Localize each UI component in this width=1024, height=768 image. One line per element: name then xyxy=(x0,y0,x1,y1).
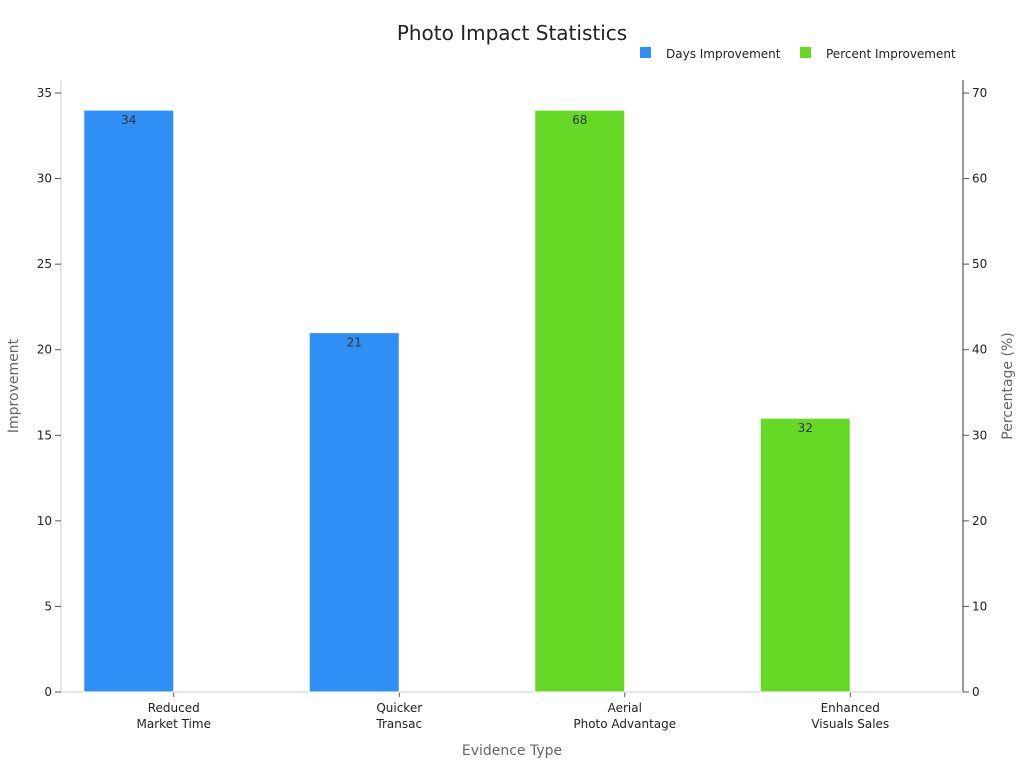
data-label: 32 xyxy=(798,421,813,435)
y2-tick-label: 50 xyxy=(972,257,987,271)
x-tick-label: Photo Advantage xyxy=(573,717,676,731)
axes: 0 5 10 15 20 25 30 35 0 10 20 30 40 50 60 70 Reduced Mark… xyxy=(37,80,987,731)
x-tick-label: Transac xyxy=(375,717,422,731)
y-tick-label: 10 xyxy=(37,514,52,528)
legend-label: Days Improvement xyxy=(666,47,781,61)
y-axis-title: Improvement xyxy=(6,338,22,433)
x-tick-label: Market Time xyxy=(137,717,211,731)
y-tick-label: 0 xyxy=(44,685,52,699)
data-label: 34 xyxy=(121,113,136,127)
y-tick-label: 35 xyxy=(37,86,52,100)
x-axis-title: Evidence Type xyxy=(462,743,562,759)
legend: Days Improvement Percent Improvement xyxy=(640,47,956,61)
legend-swatch xyxy=(640,47,651,58)
bar-days xyxy=(83,109,175,693)
y2-tick-label: 40 xyxy=(972,343,987,357)
labels-group: 34 21 68 32 xyxy=(121,113,813,435)
bars-group xyxy=(83,109,851,693)
bar-days xyxy=(308,332,400,693)
chart-title: Photo Impact Statistics xyxy=(397,21,627,45)
y2-tick-label: 70 xyxy=(972,86,987,100)
bar-percent xyxy=(759,417,851,693)
y2-axis-title: Percentage (%) xyxy=(1000,332,1016,439)
y2-tick-label: 10 xyxy=(972,599,987,613)
x-tick-label: Visuals Sales xyxy=(811,717,889,731)
legend-swatch xyxy=(800,47,811,58)
y2-tick-label: 60 xyxy=(972,172,987,186)
x-tick-label: Enhanced xyxy=(821,701,880,715)
y2-tick-label: 30 xyxy=(972,428,987,442)
data-label: 68 xyxy=(572,113,587,127)
y2-tick-label: 0 xyxy=(972,685,980,699)
legend-label: Percent Improvement xyxy=(826,47,956,61)
x-tick-label: Reduced xyxy=(148,701,200,715)
data-label: 21 xyxy=(347,336,362,350)
y-tick-label: 20 xyxy=(37,343,52,357)
x-tick-label: Aerial xyxy=(608,701,642,715)
y2-tick-label: 20 xyxy=(972,514,987,528)
y-tick-label: 25 xyxy=(37,257,52,271)
bar-percent xyxy=(534,109,626,693)
y-tick-label: 15 xyxy=(37,428,52,442)
y-tick-label: 30 xyxy=(37,172,52,186)
y-tick-label: 5 xyxy=(44,599,52,613)
x-tick-label: Quicker xyxy=(376,701,422,715)
